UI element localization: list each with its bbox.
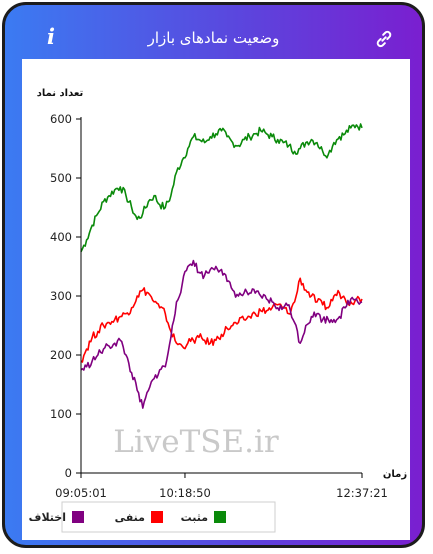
x-tick-label: 10:18:50 [159, 486, 211, 500]
series-line-1 [80, 277, 363, 363]
legend-label-0: مثبت [181, 511, 208, 524]
x-tick-label: 09:05:01 [55, 486, 107, 500]
y-tick-label: 500 [50, 171, 72, 185]
x-tick-label: 12:37:21 [336, 486, 388, 500]
series-line-2 [80, 259, 363, 409]
market-chart: تعداد نماد زمان LiveTSE.ir 0 100 200 300 400… [29, 88, 407, 533]
legend-label-2: اختلاف [29, 511, 66, 524]
legend-label-1: منفی [115, 511, 145, 524]
chart-axes: 0 100 200 300 400 500 600 09:05:01 10:18:50 12:37… [50, 112, 388, 500]
market-status-card: i وضعیت نمادهای بازار تعداد نماد زمان Li… [2, 2, 425, 548]
series-line-0 [80, 123, 363, 253]
chart-legend: مثبت منفی اختلاف [29, 501, 276, 533]
legend-swatch-2 [72, 511, 84, 523]
y-tick-label: 600 [50, 112, 72, 126]
card-header: i وضعیت نمادهای بازار [5, 5, 422, 57]
y-tick-label: 200 [50, 348, 72, 362]
series-lines [80, 123, 363, 409]
y-axis-title: تعداد نماد [37, 88, 84, 99]
chart-panel: تعداد نماد زمان LiveTSE.ir 0 100 200 300 400… [22, 59, 410, 540]
y-tick-label: 300 [50, 289, 72, 303]
legend-box [61, 501, 276, 533]
y-tick-label: 0 [65, 466, 72, 480]
info-icon[interactable]: i [47, 24, 55, 49]
page-title: وضعیت نمادهای بازار [147, 29, 280, 47]
legend-swatch-0 [214, 511, 226, 523]
watermark-text: LiveTSE.ir [113, 424, 279, 460]
link-icon[interactable] [374, 29, 394, 49]
legend-swatch-1 [151, 511, 163, 523]
y-tick-label: 400 [50, 230, 72, 244]
y-tick-label: 100 [50, 407, 72, 421]
x-axis-title: زمان [383, 469, 407, 480]
